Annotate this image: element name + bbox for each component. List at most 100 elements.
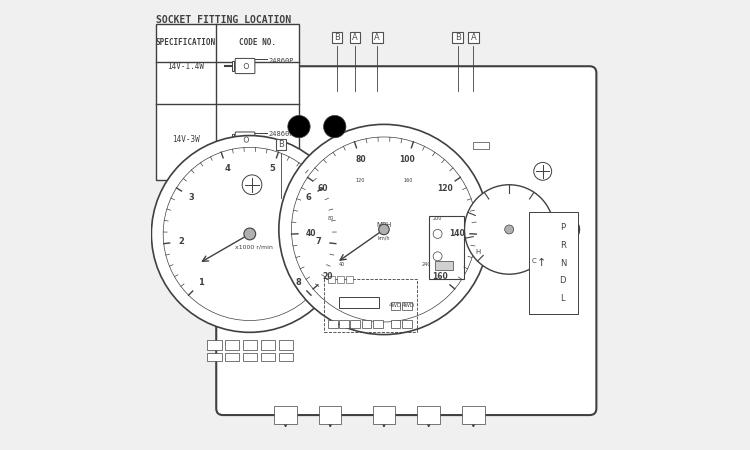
Ellipse shape (244, 137, 248, 142)
Text: 20: 20 (322, 272, 333, 281)
Text: 4WD: 4WD (402, 303, 416, 308)
FancyArrowPatch shape (472, 411, 475, 427)
Bar (337, 276, 344, 283)
Text: B: B (454, 33, 460, 42)
Bar (373, 320, 382, 328)
Bar (232, 134, 234, 145)
Bar (373, 406, 395, 424)
Bar (332, 32, 342, 43)
Text: D: D (560, 276, 566, 285)
Text: 24860P: 24860P (268, 58, 294, 63)
Bar (402, 302, 412, 310)
FancyArrowPatch shape (427, 411, 430, 427)
Bar (243, 340, 257, 350)
Circle shape (433, 252, 442, 261)
Circle shape (152, 135, 348, 333)
Bar (323, 279, 418, 333)
Bar (391, 302, 400, 310)
Circle shape (244, 228, 256, 240)
Bar (232, 61, 234, 72)
Circle shape (242, 175, 262, 194)
FancyArrowPatch shape (382, 411, 386, 427)
Text: SOCKET FITTING LOCATION: SOCKET FITTING LOCATION (156, 15, 291, 25)
Bar (391, 320, 400, 328)
Text: 4WD: 4WD (388, 303, 402, 308)
Circle shape (534, 162, 552, 180)
Circle shape (288, 116, 310, 138)
FancyBboxPatch shape (236, 58, 255, 74)
Bar (339, 320, 349, 328)
Text: 24860PA: 24860PA (268, 131, 298, 137)
Text: B: B (278, 140, 284, 149)
Bar (328, 320, 338, 328)
Bar (156, 24, 299, 180)
FancyArrowPatch shape (284, 411, 287, 427)
Text: R: R (560, 241, 566, 250)
FancyBboxPatch shape (216, 66, 596, 415)
Bar (261, 353, 275, 361)
Text: 160: 160 (404, 178, 412, 183)
Bar (279, 340, 293, 350)
Text: A: A (374, 33, 380, 42)
Text: 200: 200 (433, 216, 442, 220)
Text: 8: 8 (296, 278, 302, 287)
Text: 80: 80 (356, 155, 366, 164)
Bar (468, 32, 478, 43)
Text: 2: 2 (178, 237, 184, 246)
Text: 140: 140 (449, 229, 465, 238)
Bar (530, 212, 578, 315)
Text: CODE NO.: CODE NO. (239, 38, 276, 47)
Bar (462, 406, 484, 424)
Circle shape (433, 230, 442, 238)
Text: 40: 40 (339, 262, 345, 267)
Bar (402, 320, 412, 328)
Bar (350, 32, 360, 43)
Circle shape (323, 116, 346, 138)
Text: A: A (352, 33, 358, 42)
Text: 5: 5 (269, 164, 275, 173)
Text: 7: 7 (315, 237, 321, 246)
Text: 14V-1.4W: 14V-1.4W (167, 62, 205, 71)
Text: 14V-3W: 14V-3W (172, 135, 200, 144)
Text: C: C (532, 258, 536, 264)
Text: 120: 120 (356, 178, 364, 183)
Text: 120: 120 (436, 184, 452, 193)
Text: SPECIFICATION: SPECIFICATION (156, 38, 216, 47)
Text: x1000 r/min: x1000 r/min (236, 245, 273, 250)
Text: 3: 3 (188, 193, 194, 202)
Circle shape (292, 137, 476, 322)
Text: MPH: MPH (376, 222, 392, 228)
Bar (225, 340, 239, 350)
Bar (276, 139, 286, 150)
FancyArrowPatch shape (328, 411, 332, 427)
Text: 240: 240 (421, 262, 430, 267)
Bar (243, 353, 257, 361)
Text: 160: 160 (433, 272, 448, 281)
Bar (473, 142, 489, 149)
Bar (372, 32, 382, 43)
Circle shape (505, 225, 514, 234)
Text: L: L (560, 294, 566, 303)
Bar (350, 320, 360, 328)
Bar (261, 340, 275, 350)
Text: N: N (560, 258, 566, 267)
Bar (435, 261, 453, 270)
Bar (274, 406, 297, 424)
Bar (207, 353, 221, 361)
Text: B: B (334, 33, 340, 42)
Bar (418, 406, 440, 424)
Text: H: H (476, 249, 481, 255)
Text: 60: 60 (318, 184, 328, 193)
Circle shape (379, 224, 389, 235)
Text: ↑: ↑ (537, 258, 547, 268)
Bar (319, 406, 341, 424)
Bar (346, 276, 353, 283)
Text: 1: 1 (198, 278, 204, 287)
Bar (452, 32, 463, 43)
Bar (225, 353, 239, 361)
Text: P: P (560, 223, 566, 232)
Bar (279, 353, 293, 361)
Circle shape (555, 217, 580, 242)
Text: 100: 100 (400, 155, 416, 164)
Bar (207, 340, 221, 350)
